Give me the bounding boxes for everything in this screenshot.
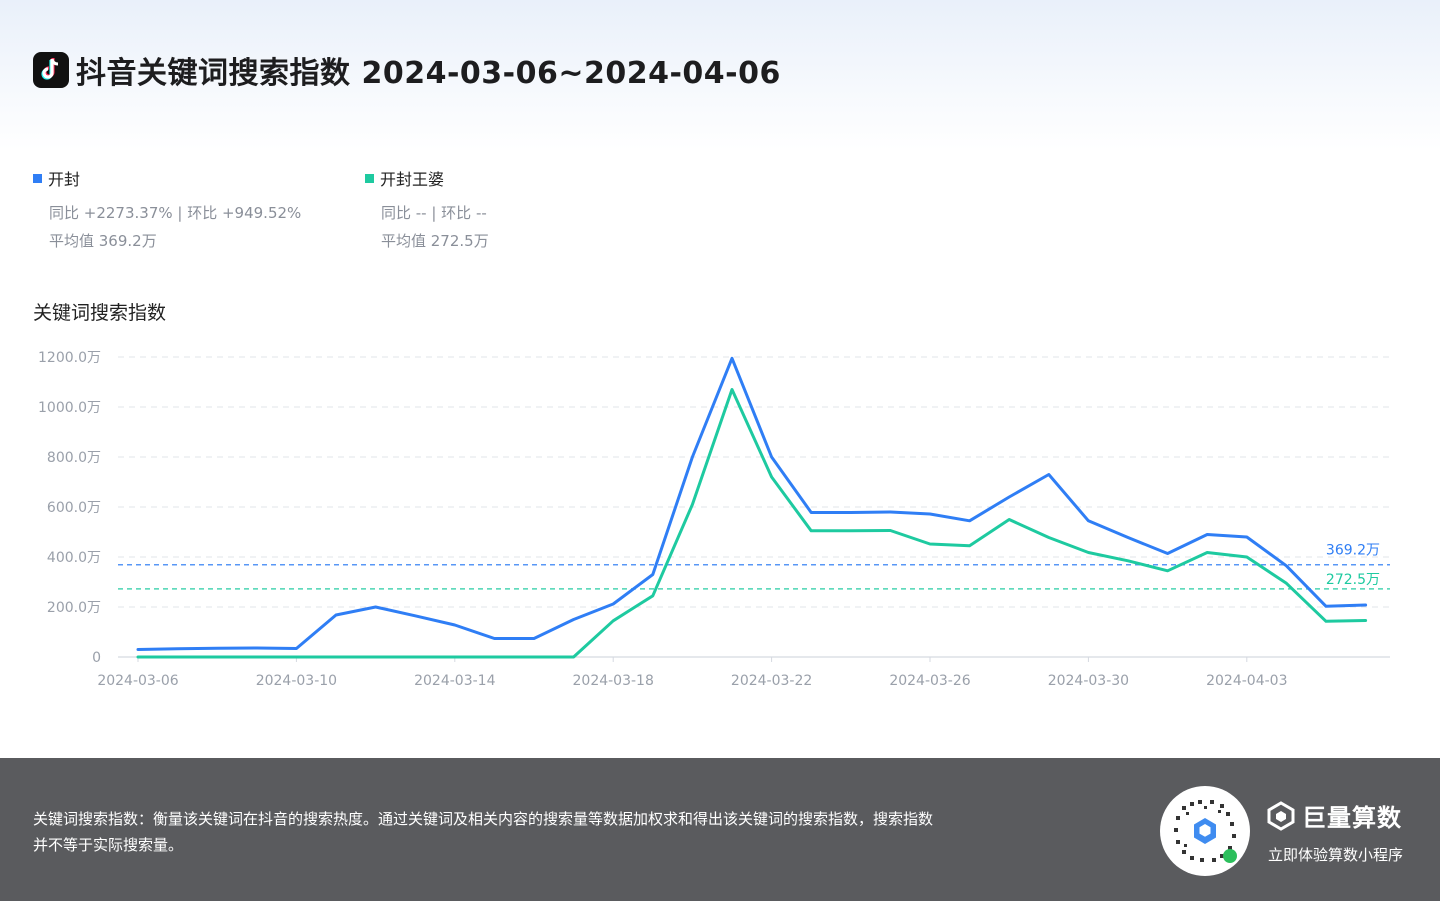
legend-item-kaifeng: 开封 同比 +2273.37% | 环比 +949.52% 平均值 369.2万 xyxy=(33,166,301,251)
x-tick-label: 2024-03-30 xyxy=(1048,673,1129,689)
x-tick-label: 2024-03-14 xyxy=(414,673,495,689)
footer-description: 关键词搜索指数：衡量该关键词在抖音的搜索热度。通过关键词及相关内容的搜索量等数据… xyxy=(33,806,1033,858)
y-tick-label: 200.0万 xyxy=(47,600,101,616)
legend-average-stat: 平均值 272.5万 xyxy=(381,232,489,250)
legend-label: 开封王婆 xyxy=(380,170,445,189)
legend-average-stat: 平均值 369.2万 xyxy=(49,232,157,250)
footer-description-line: 并不等于实际搜索量。 xyxy=(33,836,184,854)
x-tick-label: 2024-03-10 xyxy=(256,673,337,689)
report-panel xyxy=(0,0,1440,758)
x-tick-label: 2024-04-03 xyxy=(1206,673,1287,689)
brand-subtitle: 立即体验算数小程序 xyxy=(1268,846,1404,864)
x-tick-label: 2024-03-26 xyxy=(889,673,970,689)
footer-description-line: 关键词搜索指数：衡量该关键词在抖音的搜索热度。通过关键词及相关内容的搜索量等数据… xyxy=(33,810,934,828)
y-tick-label: 0 xyxy=(92,650,101,666)
y-tick-label: 1200.0万 xyxy=(38,350,101,366)
y-tick-label: 600.0万 xyxy=(47,500,101,516)
legend-swatch xyxy=(365,173,374,183)
legend-item-kaifeng-wangpo: 开封王婆 同比 -- | 环比 -- 平均值 272.5万 xyxy=(365,166,489,251)
brand-name: 巨量算数 xyxy=(1302,804,1402,832)
x-tick-label: 2024-03-22 xyxy=(731,673,812,689)
average-label: 369.2万 xyxy=(1326,543,1380,559)
x-tick-label: 2024-03-06 xyxy=(97,673,178,689)
brand: 巨量算数 xyxy=(1266,798,1402,833)
legend-yoy-stat: 同比 -- | 环比 -- xyxy=(381,204,487,222)
y-tick-label: 800.0万 xyxy=(47,450,101,466)
series-line xyxy=(136,356,1368,651)
legend-label: 开封 xyxy=(48,170,81,189)
chart-label: 关键词搜索指数 xyxy=(33,302,167,324)
x-tick-label: 2024-03-18 xyxy=(573,673,654,689)
average-label: 272.5万 xyxy=(1326,572,1380,588)
legend-swatch xyxy=(33,173,42,183)
douyin-logo-icon xyxy=(33,52,69,88)
y-tick-label: 400.0万 xyxy=(47,550,101,566)
page-title: 抖音关键词搜索指数 2024-03-06~2024-04-06 xyxy=(76,56,781,91)
legend-yoy-stat: 同比 +2273.37% | 环比 +949.52% xyxy=(49,204,302,222)
footer: 关键词搜索指数：衡量该关键词在抖音的搜索热度。通过关键词及相关内容的搜索量等数据… xyxy=(0,758,1440,901)
qr-code-icon[interactable] xyxy=(1160,786,1250,876)
y-tick-label: 1000.0万 xyxy=(38,400,101,416)
series-line xyxy=(136,388,1368,659)
header: 抖音关键词搜索指数 2024-03-06~2024-04-06 xyxy=(33,48,781,92)
brand-logo-icon xyxy=(1267,800,1295,831)
line-chart: 0 200.0万 400.0万 600.0万 800.0万 1000.0万 1200.0万 2… xyxy=(38,350,1390,689)
